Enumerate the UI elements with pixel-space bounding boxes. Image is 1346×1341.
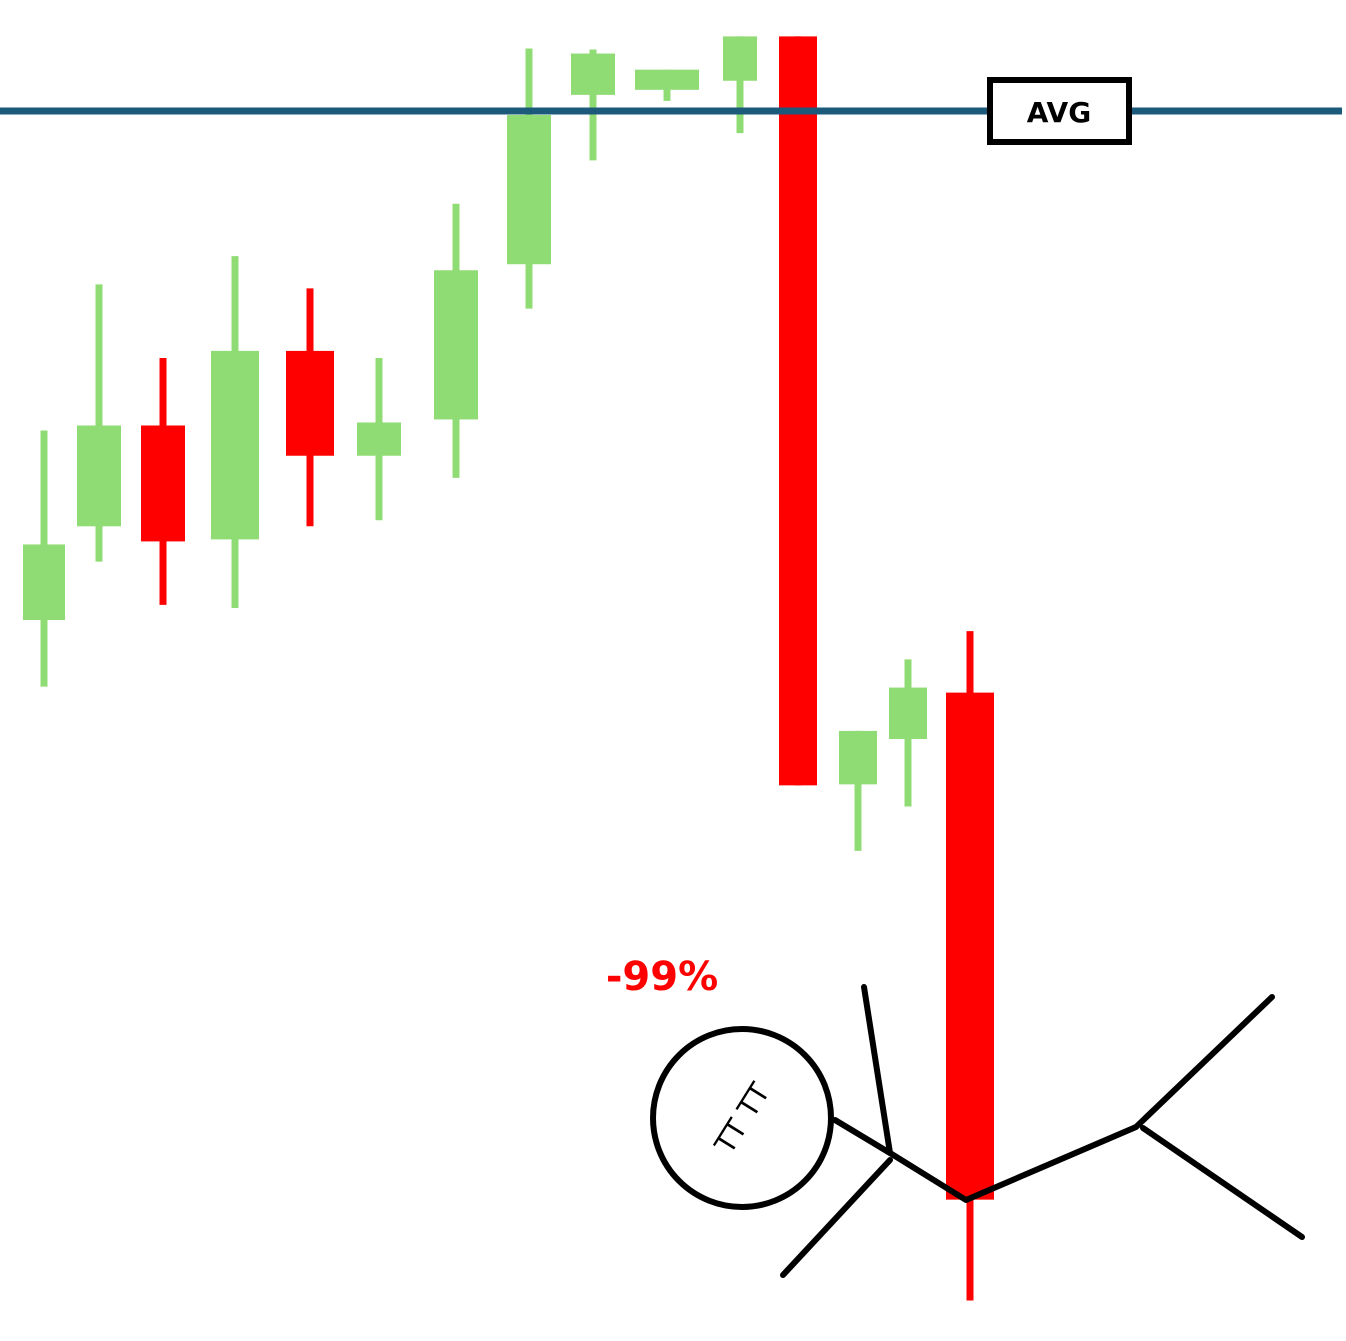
avg-label-frame (987, 77, 1132, 145)
candle-body (507, 115, 551, 265)
candle-body (723, 36, 757, 81)
stick-figure-head (650, 1026, 834, 1210)
candle-body (946, 692, 994, 1200)
candle-body (571, 53, 615, 95)
candle-body (211, 350, 259, 540)
avg-label: AVG (1027, 96, 1091, 129)
avg-label-box: AVG (987, 77, 1132, 145)
candle-body (141, 425, 185, 542)
stick-figure-body (832, 994, 1275, 1203)
candle-body (635, 69, 699, 90)
candle-body (434, 270, 478, 420)
candle-body (357, 422, 401, 456)
candles-group (23, 36, 994, 1301)
candle-body (779, 36, 817, 786)
candle-body (839, 730, 877, 785)
drop-percent-label: -99% (606, 954, 718, 1000)
candle-body (77, 425, 121, 527)
stick-figure-arm-up (861, 984, 893, 1156)
stick-figure-leg (1140, 1125, 1305, 1240)
candle-body (23, 544, 65, 621)
stick-figure-arm-down (780, 1157, 893, 1278)
candle-body (286, 350, 334, 456)
stick-figure-face-text: TT TT (708, 1076, 777, 1160)
candle-body (889, 687, 927, 739)
